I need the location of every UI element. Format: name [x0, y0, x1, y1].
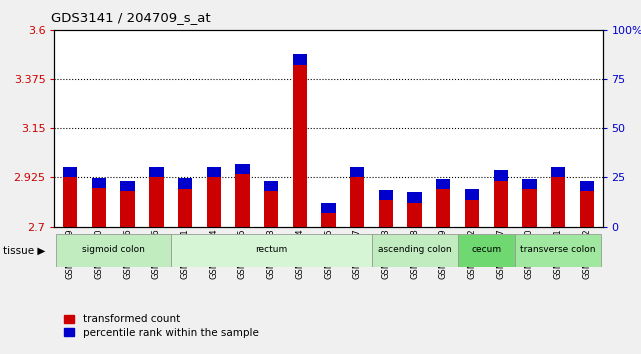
Bar — [494, 170, 508, 181]
Bar — [350, 177, 364, 227]
Bar — [178, 178, 192, 189]
Bar — [579, 181, 594, 191]
Text: rectum: rectum — [255, 245, 287, 254]
Bar — [379, 200, 393, 227]
Bar — [235, 164, 249, 174]
Bar — [149, 167, 163, 177]
Text: ascending colon: ascending colon — [378, 245, 451, 254]
Bar — [149, 177, 163, 227]
Bar — [436, 189, 451, 227]
Bar — [171, 234, 372, 267]
Bar — [465, 200, 479, 227]
Bar — [321, 213, 336, 227]
Bar — [206, 167, 221, 177]
Bar — [293, 55, 307, 65]
Text: transverse colon: transverse colon — [520, 245, 596, 254]
Bar — [63, 177, 78, 227]
Bar — [350, 167, 364, 177]
Bar — [56, 234, 171, 267]
Bar — [321, 203, 336, 213]
Bar — [264, 191, 278, 227]
Bar — [121, 191, 135, 227]
Bar — [121, 181, 135, 191]
Bar — [92, 188, 106, 227]
Bar — [515, 234, 601, 267]
Text: tissue ▶: tissue ▶ — [3, 245, 46, 256]
Bar — [372, 234, 458, 267]
Bar — [465, 189, 479, 200]
Bar — [206, 177, 221, 227]
Bar — [579, 191, 594, 227]
Bar — [408, 203, 422, 227]
Bar — [408, 192, 422, 203]
Bar — [458, 234, 515, 267]
Bar — [379, 190, 393, 200]
Text: sigmoid colon: sigmoid colon — [82, 245, 145, 254]
Bar — [522, 179, 537, 189]
Bar — [436, 179, 451, 189]
Bar — [264, 181, 278, 191]
Text: cecum: cecum — [471, 245, 501, 254]
Bar — [522, 189, 537, 227]
Text: GDS3141 / 204709_s_at: GDS3141 / 204709_s_at — [51, 11, 211, 24]
Bar — [235, 174, 249, 227]
Bar — [178, 189, 192, 227]
Legend: transformed count, percentile rank within the sample: transformed count, percentile rank withi… — [60, 310, 263, 342]
Bar — [494, 181, 508, 227]
Bar — [551, 167, 565, 177]
Bar — [551, 177, 565, 227]
Bar — [293, 65, 307, 227]
Bar — [63, 167, 78, 177]
Bar — [92, 178, 106, 188]
